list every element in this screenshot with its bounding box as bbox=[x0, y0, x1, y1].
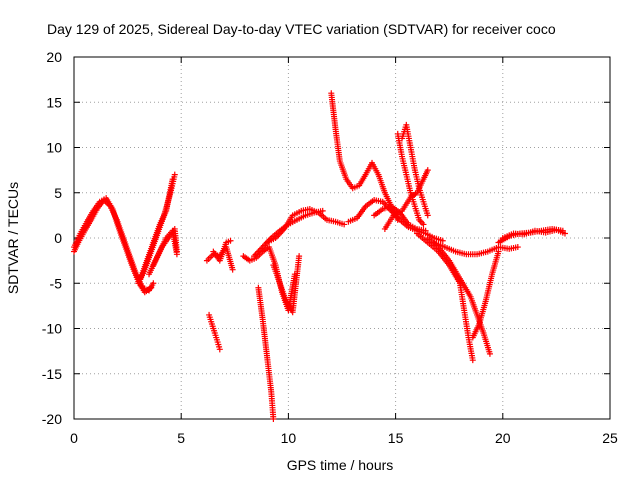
axis-ticks bbox=[73, 56, 611, 420]
y-tick-label: 10 bbox=[46, 140, 62, 156]
data-point bbox=[422, 227, 429, 234]
y-tick-label: -10 bbox=[42, 321, 62, 337]
y-tick-label: -20 bbox=[42, 411, 62, 427]
y-tick-labels: 20 15 10 5 0 -5 -10 -15 -20 bbox=[42, 49, 62, 427]
y-tick-label: 5 bbox=[54, 185, 62, 201]
chart-title: Day 129 of 2025, Sidereal Day-to-day VTE… bbox=[47, 21, 556, 37]
data-point bbox=[424, 167, 431, 174]
data-point bbox=[173, 251, 180, 258]
series-arc-20 bbox=[381, 167, 431, 232]
data-point bbox=[296, 253, 303, 260]
y-tick-label: 15 bbox=[46, 94, 62, 110]
data-point bbox=[319, 207, 326, 214]
series-arc-23 bbox=[431, 239, 521, 258]
series-arc-6 bbox=[150, 227, 180, 269]
data-point bbox=[469, 357, 476, 364]
series-arc-26 bbox=[499, 226, 568, 241]
data-point bbox=[420, 221, 427, 228]
data-point bbox=[229, 266, 236, 273]
x-tick-label: 0 bbox=[70, 430, 78, 446]
x-tick-label: 20 bbox=[495, 430, 511, 446]
series-arc-9 bbox=[206, 311, 223, 353]
y-tick-label: 0 bbox=[54, 230, 62, 246]
data-point bbox=[270, 416, 277, 422]
data-point bbox=[486, 350, 493, 357]
series-arc-11 bbox=[255, 284, 277, 422]
series-arc-8 bbox=[210, 237, 234, 264]
x-tick-label: 5 bbox=[177, 430, 185, 446]
x-axis-label: GPS time / hours bbox=[287, 457, 394, 473]
data-point bbox=[150, 280, 157, 287]
x-tick-label: 15 bbox=[388, 430, 404, 446]
series-arc-4 bbox=[137, 176, 176, 282]
data-points bbox=[71, 90, 568, 422]
series-arc-2 bbox=[71, 195, 155, 296]
data-point bbox=[561, 230, 568, 237]
series-arc-13 bbox=[263, 206, 348, 246]
series-arc-15 bbox=[328, 90, 401, 223]
data-point bbox=[514, 244, 521, 251]
series-arc-24 bbox=[469, 248, 502, 341]
x-tick-label: 10 bbox=[281, 430, 297, 446]
data-point bbox=[169, 176, 176, 183]
x-tick-labels: 0 5 10 15 20 25 bbox=[70, 430, 618, 446]
data-point bbox=[148, 284, 155, 291]
y-axis-label: SDTVAR / TECUs bbox=[5, 182, 21, 294]
y-tick-label: -5 bbox=[50, 275, 63, 291]
x-tick-label: 25 bbox=[602, 430, 618, 446]
data-point bbox=[341, 221, 348, 228]
data-point bbox=[216, 346, 223, 353]
data-point bbox=[439, 237, 446, 244]
y-tick-label: 20 bbox=[46, 49, 62, 65]
series-arc-21 bbox=[414, 230, 476, 364]
y-tick-label: -15 bbox=[42, 366, 62, 382]
series-arc-14 bbox=[270, 253, 303, 316]
data-point bbox=[424, 212, 431, 219]
data-point bbox=[171, 171, 178, 178]
data-point bbox=[495, 248, 502, 255]
data-point bbox=[227, 237, 234, 244]
series-arc-17 bbox=[371, 203, 429, 234]
